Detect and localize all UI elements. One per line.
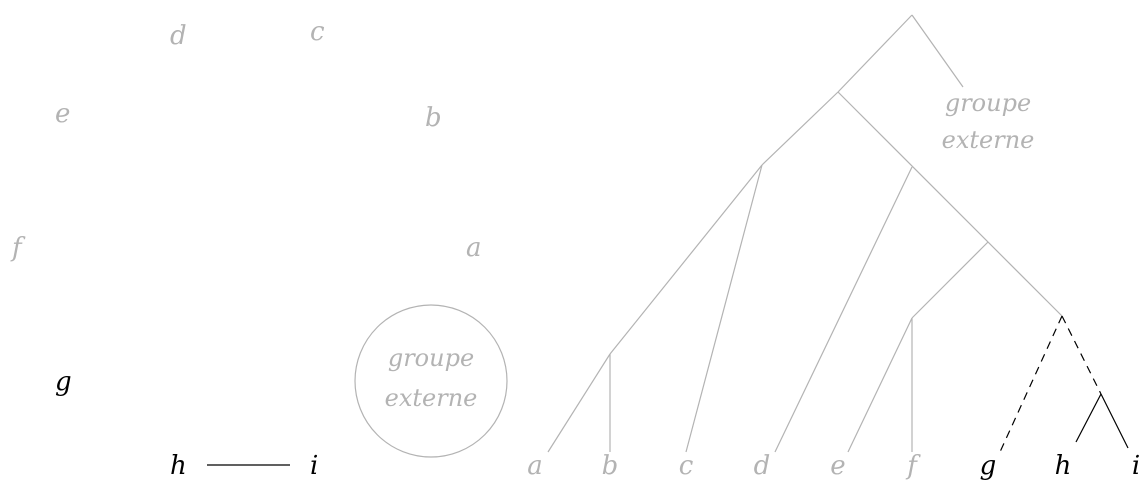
leaf-c: c [679, 451, 694, 480]
edge-n5-n6 [911, 241, 989, 319]
edge-to-g-dashed [999, 315, 1063, 453]
outgroup-circle [354, 304, 508, 458]
outgroup-circle-label-1: groupe [388, 344, 474, 372]
leaf-d: d [754, 451, 771, 480]
leaf-a: a [527, 451, 543, 480]
node-b-label: b [425, 103, 442, 133]
node-f-label: f [10, 233, 26, 263]
node-d-label: d [170, 21, 187, 51]
node-g-label: g [55, 367, 72, 397]
tree-outgroup-label-1: groupe [945, 89, 1031, 117]
node-h-label: h [170, 451, 187, 480]
leaf-g: g [980, 451, 997, 480]
edge-root-outgroup [911, 14, 964, 88]
leaf-b: b [602, 451, 619, 480]
tree-outgroup-label-2: externe [942, 126, 1035, 154]
edge-root-left [837, 14, 913, 93]
outgroup-circle-label-2: externe [385, 384, 478, 412]
edge-to-c [685, 164, 763, 453]
edge-n2-n3 [609, 164, 763, 355]
edge-spine [837, 91, 1063, 317]
edge-to-d [774, 166, 913, 453]
edge-n1-n2 [761, 91, 839, 166]
edge-to-i [1100, 393, 1129, 449]
node-c-label: c [310, 17, 325, 47]
leaf-e: e [830, 451, 845, 480]
right-panel-tree: groupe externe a b c d e f g h i [527, 14, 1140, 480]
leaf-h: h [1055, 451, 1072, 480]
edge-to-h [1075, 393, 1102, 443]
node-i-label: i [310, 451, 318, 480]
edge-to-a [547, 353, 611, 453]
edge-to-hi-dashed [1061, 315, 1102, 395]
edge-to-e [847, 317, 913, 453]
left-panel: d c e b f a g h i groupe externe [10, 17, 508, 480]
leaf-i: i [1132, 451, 1140, 480]
node-a-label: a [466, 233, 482, 263]
node-e-label: e [55, 99, 70, 129]
leaf-f: f [905, 451, 921, 480]
